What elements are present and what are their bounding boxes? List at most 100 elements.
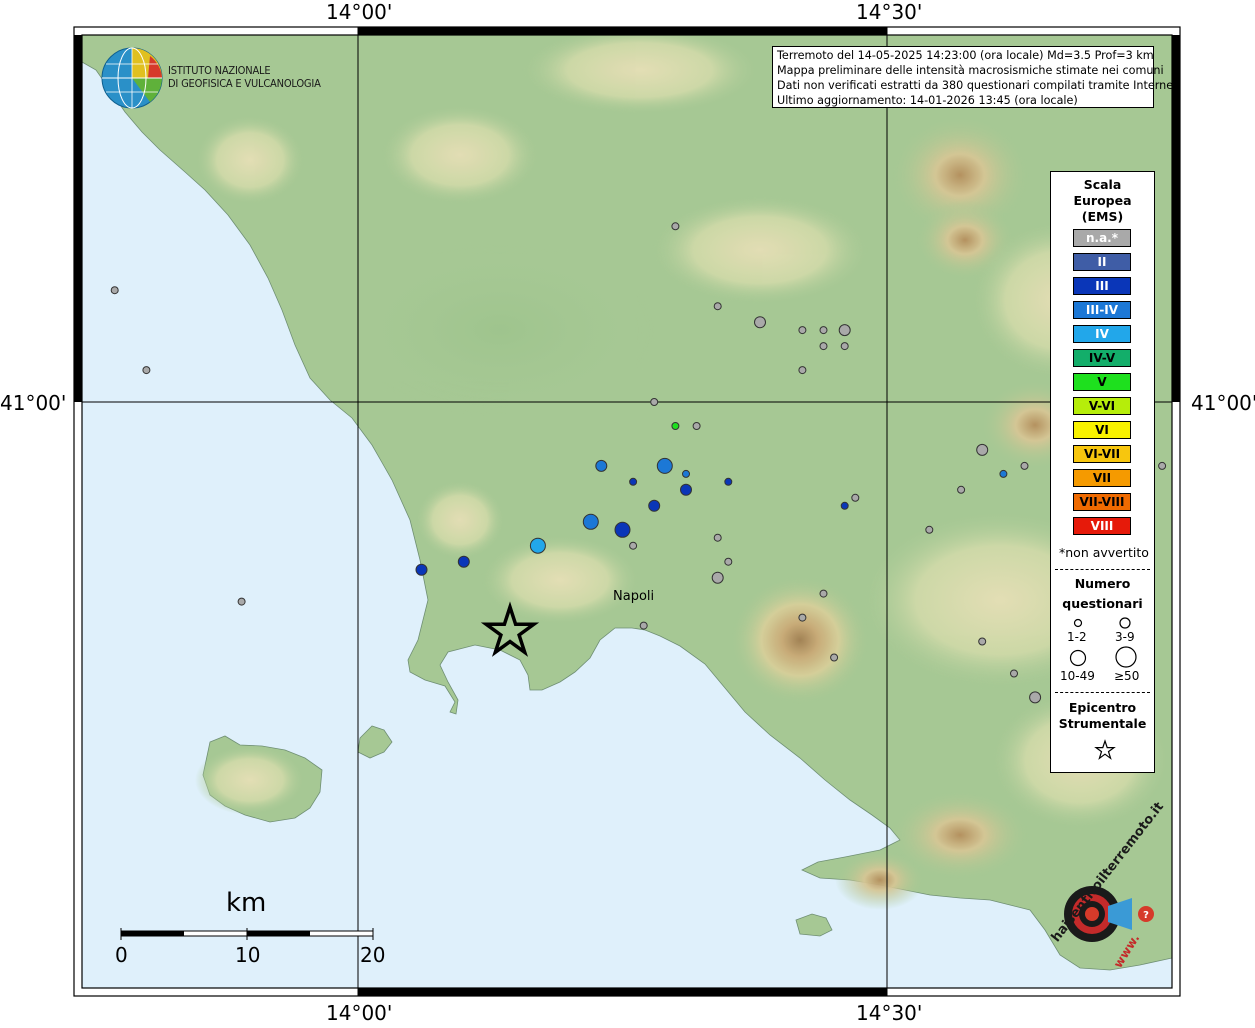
legend-epicenter-star-icon <box>1094 739 1116 760</box>
legend-swatch: VIII <box>1073 517 1131 535</box>
observation-marker <box>110 286 119 295</box>
legend-swatch: VII-VIII <box>1073 493 1131 511</box>
observation-marker <box>650 398 659 406</box>
legend-not-felt-note: *non avvertito <box>1059 545 1149 560</box>
legend-divider-2 <box>1055 692 1150 693</box>
observation-marker <box>840 342 849 351</box>
count-symbol-1-2 <box>1073 618 1083 628</box>
observation-marker <box>614 521 631 538</box>
observation-marker <box>978 637 987 646</box>
observation-marker <box>976 443 989 456</box>
observation-marker <box>830 653 839 662</box>
observation-marker <box>639 621 648 630</box>
count-label-50: ≥50 <box>1114 669 1140 683</box>
observation-marker <box>957 485 966 494</box>
island-procida <box>357 725 393 759</box>
lon-tick-top-14-00: 14°00' <box>326 0 393 24</box>
lon-tick-top-14-30: 14°30' <box>856 0 923 24</box>
observation-marker <box>724 477 733 486</box>
event-info-line-3: Dati non verificati estratti da 380 ques… <box>777 79 1182 92</box>
observation-marker <box>713 302 722 311</box>
observation-marker <box>671 222 680 231</box>
observation-marker <box>798 366 807 375</box>
legend-title-line-1: Scala <box>1083 177 1122 192</box>
observation-marker <box>692 422 701 430</box>
legend-swatch: III <box>1073 277 1131 295</box>
observation-marker <box>656 457 673 474</box>
observation-marker <box>798 326 807 335</box>
legend-swatch: VI <box>1073 421 1131 439</box>
legend-epicenter-title-2: Strumentale <box>1058 716 1147 731</box>
event-info-box: Terremoto del 14-05-2025 14:23:00 (ora l… <box>772 46 1182 108</box>
observation-marker <box>582 513 599 530</box>
count-label-10-49: 10-49 <box>1060 669 1095 683</box>
event-info-line-2: Mappa preliminare delle intensità macros… <box>777 64 1164 77</box>
legend-swatch: III-IV <box>1073 301 1131 319</box>
institute-line-2: DI GEOFISICA E VULCANOLOGIA <box>168 77 321 90</box>
island-capri <box>795 913 833 937</box>
legend-divider-1 <box>1055 569 1150 570</box>
count-symbol-10-49 <box>1069 649 1087 667</box>
city-label-napoli: Napoli <box>613 589 655 604</box>
observation-marker <box>754 316 766 329</box>
observation-marker <box>840 501 849 510</box>
observation-marker <box>1020 461 1029 470</box>
legend-epicenter-title-1: Epicentro <box>1068 700 1137 715</box>
observation-marker <box>142 366 151 375</box>
ingv-logo-icon <box>101 47 163 109</box>
observation-marker <box>680 483 692 496</box>
lat-tick-right-41-00: 41°00' <box>1191 391 1255 415</box>
lon-tick-bottom-14-00: 14°00' <box>326 1001 393 1025</box>
observation-marker <box>1010 669 1018 678</box>
count-label-1-2: 1-2 <box>1067 630 1087 644</box>
observation-marker <box>671 422 680 430</box>
legend-swatch: V <box>1073 373 1131 391</box>
observation-marker <box>838 324 851 337</box>
scale-bar-tick-10: 10 <box>235 943 261 967</box>
haisentito-logo-icon: ? <box>1064 886 1154 942</box>
legend-swatch: II <box>1073 253 1131 271</box>
observation-marker <box>798 613 807 622</box>
event-info-line-4: Ultimo aggiornamento: 14-01-2026 13:45 (… <box>777 94 1078 107</box>
scale-bar-tick-20: 20 <box>360 943 386 967</box>
scale-bar-graphic <box>120 928 374 940</box>
legend-swatch: IV-V <box>1073 349 1131 367</box>
relief <box>195 35 1170 910</box>
observation-markers <box>110 222 1167 718</box>
legend-count-title-2: questionari <box>1062 596 1143 611</box>
legend-swatch: VII <box>1073 469 1131 487</box>
observation-marker <box>851 493 860 502</box>
legend-swatch: V-VI <box>1073 397 1131 415</box>
observation-marker <box>819 326 828 335</box>
legend-count-title-1: Numero <box>1074 576 1131 591</box>
legend-title-line-3: (EMS) <box>1081 209 1124 224</box>
epicenter-star <box>480 601 540 657</box>
event-info-line-1: Terremoto del 14-05-2025 14:23:00 (ora l… <box>777 49 1154 62</box>
count-label-3-9: 3-9 <box>1115 630 1135 644</box>
lon-tick-bottom-14-30: 14°30' <box>856 1001 923 1025</box>
observation-marker <box>682 469 690 478</box>
graticule <box>82 35 1172 988</box>
observation-marker <box>999 469 1008 478</box>
institute-line-1: ISTITUTO NAZIONALE <box>168 64 271 77</box>
legend-title-line-2: Europea <box>1073 193 1132 208</box>
legend-count-symbols <box>1069 617 1137 668</box>
observation-marker <box>629 541 638 550</box>
observation-marker <box>457 555 470 568</box>
count-symbol-3-9 <box>1119 617 1131 629</box>
observation-marker <box>711 571 724 584</box>
lat-tick-left-41-00: 41°00' <box>0 391 67 415</box>
map-frame <box>73 26 1181 997</box>
observation-marker <box>819 342 828 351</box>
legend-panel: Scala Europea (EMS) n.a.* II III III-IV IV IV… <box>1050 171 1155 773</box>
map-area <box>82 35 1172 988</box>
svg-text:?: ? <box>1143 910 1149 921</box>
count-symbol-50 <box>1115 646 1137 668</box>
observation-marker <box>819 589 828 598</box>
observation-marker <box>1029 691 1042 704</box>
legend-swatch: VI-VII <box>1073 445 1131 463</box>
observation-marker <box>648 499 661 512</box>
observation-marker <box>629 477 638 486</box>
observation-marker <box>529 537 546 554</box>
